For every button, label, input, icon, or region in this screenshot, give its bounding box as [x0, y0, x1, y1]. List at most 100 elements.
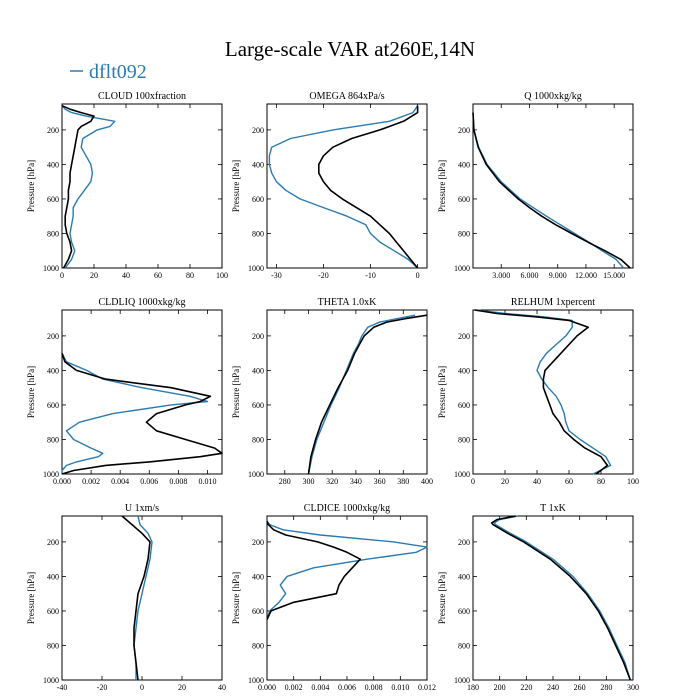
x-tick-label: 200	[494, 683, 506, 692]
x-tick-label: 260	[574, 683, 586, 692]
panel-title: T 1xK	[540, 503, 566, 514]
x-tick-label: 220	[520, 683, 532, 692]
x-tick-label: 0.010	[198, 477, 216, 486]
y-tick-label: 200	[458, 538, 470, 547]
y-axis-label: Pressure [hPa]	[231, 366, 241, 418]
plot-frame	[472, 515, 634, 681]
x-tick-label: 0.008	[365, 683, 383, 692]
x-tick-label: 300	[302, 477, 314, 486]
y-tick-label: 1000	[43, 264, 59, 273]
legend-label: dflt092	[89, 61, 147, 83]
x-tick-label: 20	[90, 271, 98, 280]
series-line-obs	[490, 515, 632, 681]
panel-8: T 1xK 180 200 220 240 260 280 300 200 400 600 800 10…	[437, 503, 639, 692]
y-tick-label: 600	[47, 607, 59, 616]
x-tick-label: 40	[218, 683, 226, 692]
y-tick-label: 200	[458, 126, 470, 135]
y-tick-label: 400	[47, 366, 59, 375]
y-tick-label: 1000	[43, 470, 59, 479]
panel-title: CLOUD 100xfraction	[98, 91, 186, 102]
y-tick-label: 800	[252, 435, 264, 444]
plot-frame	[61, 515, 223, 681]
x-tick-label: -40	[57, 683, 68, 692]
series-line-dflt092	[268, 105, 419, 269]
x-tick-label: 0.006	[338, 683, 356, 692]
x-tick-label: 240	[547, 683, 559, 692]
x-tick-label: 80	[597, 477, 605, 486]
x-tick-label: 340	[350, 477, 362, 486]
x-tick-label: 40	[122, 271, 130, 280]
y-tick-label: 400	[458, 160, 470, 169]
panel-title: RELHUM 1xpercent	[511, 297, 595, 308]
plot-frame	[61, 103, 223, 269]
panel-title: Q 1000xkg/kg	[524, 91, 582, 102]
y-tick-label: 800	[252, 229, 264, 238]
x-tick-label: 100	[216, 271, 228, 280]
y-axis-label: Pressure [hPa]	[437, 366, 447, 418]
series-line-dflt092	[307, 314, 416, 475]
y-tick-label: 800	[458, 641, 470, 650]
series-line-dflt092	[61, 352, 209, 474]
panel-3: CLDLIQ 1000xkg/kg 0.000 0.002 0.004 0.006 0.0…	[26, 297, 223, 486]
x-tick-label: 0.002	[82, 477, 100, 486]
y-tick-label: 600	[458, 607, 470, 616]
plot-frame	[472, 103, 634, 269]
y-tick-label: 400	[458, 572, 470, 581]
series-line-dflt092	[61, 105, 116, 269]
y-tick-label: 600	[252, 607, 264, 616]
y-tick-label: 800	[458, 229, 470, 238]
y-tick-label: 600	[458, 195, 470, 204]
y-tick-label: 400	[47, 160, 59, 169]
series-line-obs	[472, 112, 631, 269]
x-tick-label: 0	[60, 271, 64, 280]
y-tick-label: 400	[252, 366, 264, 375]
y-tick-label: 1000	[43, 676, 59, 685]
y-tick-label: 1000	[454, 264, 470, 273]
x-tick-label: 0.006	[140, 477, 158, 486]
x-tick-label: 0.000	[258, 683, 276, 692]
y-tick-label: 200	[458, 332, 470, 341]
x-tick-label: 0	[140, 683, 144, 692]
x-tick-label: 280	[600, 683, 612, 692]
series-line-obs	[61, 352, 223, 475]
plot-frame	[61, 309, 223, 475]
y-axis-label: Pressure [hPa]	[437, 160, 447, 212]
series-line-obs	[317, 105, 419, 269]
y-tick-label: 1000	[248, 264, 264, 273]
series-line-obs	[266, 520, 362, 620]
x-tick-label: 20	[501, 477, 509, 486]
y-tick-label: 600	[252, 401, 264, 410]
x-tick-label: 80	[186, 271, 194, 280]
x-tick-label: 40	[533, 477, 541, 486]
y-tick-label: 600	[47, 401, 59, 410]
plot-frame	[472, 309, 634, 475]
y-tick-label: 400	[47, 572, 59, 581]
y-tick-label: 600	[47, 195, 59, 204]
series-line-obs	[61, 104, 95, 269]
series-line-dflt092	[476, 309, 612, 475]
series-line-dflt092	[266, 520, 428, 620]
x-tick-label: 0.004	[311, 683, 329, 692]
series-line-dflt092	[472, 112, 625, 269]
panel-1: OMEGA 864xPa/s -30 -20 -10 0 200 400 600 800 1000…	[231, 91, 428, 280]
y-axis-label: Pressure [hPa]	[231, 572, 241, 624]
y-tick-label: 800	[458, 435, 470, 444]
panel-7: CLDICE 1000xkg/kg 0.000 0.002 0.004 0.006 0.0…	[231, 503, 436, 692]
panel-5: RELHUM 1xpercent 0 20 40 60 80 100 200 400 600 800…	[437, 297, 639, 486]
x-tick-label: 0.002	[285, 683, 303, 692]
y-tick-label: 200	[252, 332, 264, 341]
y-tick-label: 800	[47, 641, 59, 650]
x-tick-label: 320	[326, 477, 338, 486]
y-tick-label: 800	[47, 435, 59, 444]
x-tick-label: 60	[565, 477, 573, 486]
x-tick-label: 0.010	[391, 683, 409, 692]
x-tick-label: 380	[397, 477, 409, 486]
x-tick-label: 0	[416, 271, 420, 280]
plot-frame	[266, 515, 428, 681]
panel-4: THETA 1.0xK 280 300 320 340 360 380 400 200 400 60…	[231, 297, 433, 486]
y-tick-label: 400	[252, 160, 264, 169]
panel-title: CLDLIQ 1000xkg/kg	[99, 297, 186, 308]
panel-title: CLDICE 1000xkg/kg	[304, 503, 390, 514]
